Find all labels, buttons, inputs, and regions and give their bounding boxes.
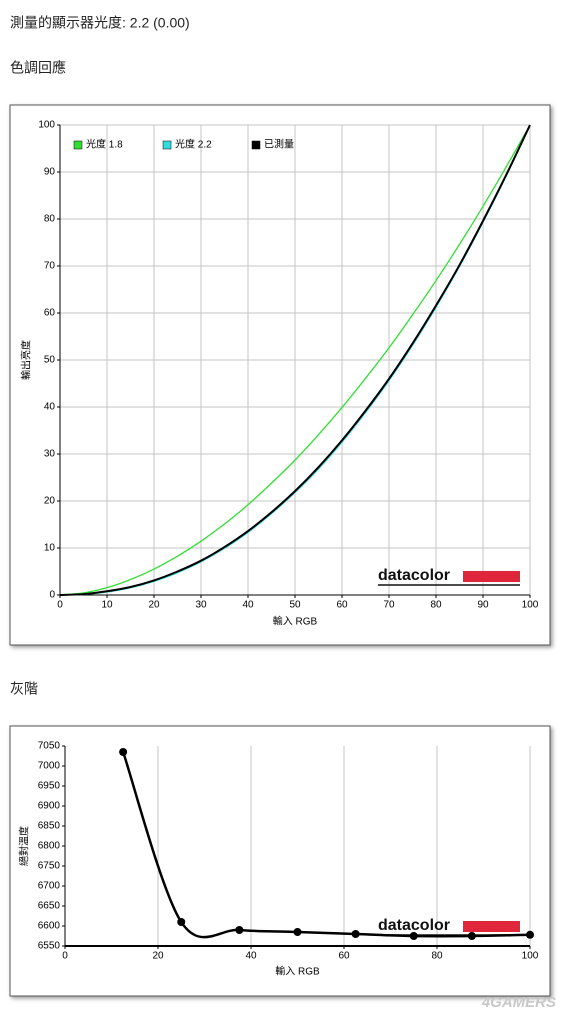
y-tick-label: 40 bbox=[44, 402, 56, 413]
data-point bbox=[293, 928, 302, 936]
y-tick-label: 6650 bbox=[38, 901, 61, 912]
watermark: 4GAMERS bbox=[481, 994, 556, 1011]
y-tick-label: 30 bbox=[44, 449, 56, 460]
x-tick-label: 100 bbox=[522, 951, 539, 962]
x-tick-label: 70 bbox=[383, 600, 395, 611]
y-tick-label: 70 bbox=[44, 261, 56, 272]
logo: datacolor bbox=[378, 567, 450, 584]
x-tick-label: 0 bbox=[62, 951, 68, 962]
y-axis-label: 輸出亮度 bbox=[20, 340, 33, 380]
x-tick-label: 20 bbox=[152, 951, 164, 962]
chart-frame bbox=[9, 725, 551, 997]
x-tick-label: 40 bbox=[242, 600, 254, 611]
y-tick-label: 100 bbox=[38, 120, 55, 131]
series-line bbox=[59, 124, 531, 596]
data-point bbox=[467, 932, 476, 940]
y-tick-label: 6950 bbox=[38, 781, 61, 792]
section-title: 灰階 bbox=[10, 681, 38, 697]
x-tick-label: 20 bbox=[148, 600, 160, 611]
page-title: 測量的顯示器光度: 2.2 (0.00) bbox=[10, 15, 190, 31]
y-tick-label: 6800 bbox=[38, 841, 61, 852]
x-axis-label: 輸入 RGB bbox=[275, 965, 320, 978]
y-tick-label: 6550 bbox=[38, 941, 61, 952]
x-tick-label: 0 bbox=[57, 600, 63, 611]
legend-label: 光度 1.8 bbox=[86, 138, 123, 151]
logo-bar bbox=[463, 571, 520, 582]
data-point bbox=[526, 930, 534, 939]
x-tick-label: 60 bbox=[336, 600, 348, 611]
legend-label: 光度 2.2 bbox=[175, 138, 212, 151]
y-tick-label: 10 bbox=[44, 543, 56, 554]
legend-swatch bbox=[251, 140, 261, 150]
logo: datacolor bbox=[378, 917, 450, 934]
y-tick-label: 80 bbox=[44, 214, 56, 225]
y-tick-label: 6600 bbox=[38, 921, 61, 932]
x-tick-label: 60 bbox=[338, 951, 350, 962]
series-line bbox=[59, 124, 531, 596]
data-point bbox=[177, 918, 186, 926]
section-title: 色調回應 bbox=[10, 60, 66, 76]
y-tick-label: 20 bbox=[44, 496, 56, 507]
data-point bbox=[119, 748, 128, 756]
legend-label: 已測量 bbox=[264, 138, 294, 151]
data-point bbox=[409, 932, 418, 940]
logo-bar bbox=[463, 921, 520, 932]
y-tick-label: 6750 bbox=[38, 861, 61, 872]
y-tick-label: 6900 bbox=[38, 801, 61, 812]
y-tick-label: 6850 bbox=[38, 821, 61, 832]
y-tick-label: 7000 bbox=[38, 761, 61, 772]
legend-swatch bbox=[73, 140, 83, 150]
y-tick-label: 90 bbox=[44, 167, 56, 178]
data-point bbox=[235, 926, 244, 934]
data-point bbox=[351, 930, 360, 938]
y-tick-label: 7050 bbox=[38, 741, 61, 752]
x-tick-label: 80 bbox=[431, 951, 443, 962]
x-tick-label: 30 bbox=[195, 600, 207, 611]
chart-frame bbox=[9, 104, 551, 646]
x-tick-label: 90 bbox=[477, 600, 489, 611]
x-tick-label: 80 bbox=[430, 600, 442, 611]
y-tick-label: 60 bbox=[44, 308, 56, 319]
x-tick-label: 40 bbox=[245, 951, 257, 962]
y-axis-label: 絕對溫度 bbox=[18, 826, 31, 866]
y-tick-label: 6700 bbox=[38, 881, 61, 892]
x-axis-label: 輸入 RGB bbox=[273, 615, 318, 628]
x-tick-label: 10 bbox=[101, 600, 113, 611]
x-tick-label: 100 bbox=[522, 600, 539, 611]
y-tick-label: 0 bbox=[49, 590, 55, 601]
x-tick-label: 50 bbox=[289, 600, 301, 611]
y-tick-label: 50 bbox=[44, 355, 56, 366]
legend-swatch bbox=[162, 140, 172, 150]
